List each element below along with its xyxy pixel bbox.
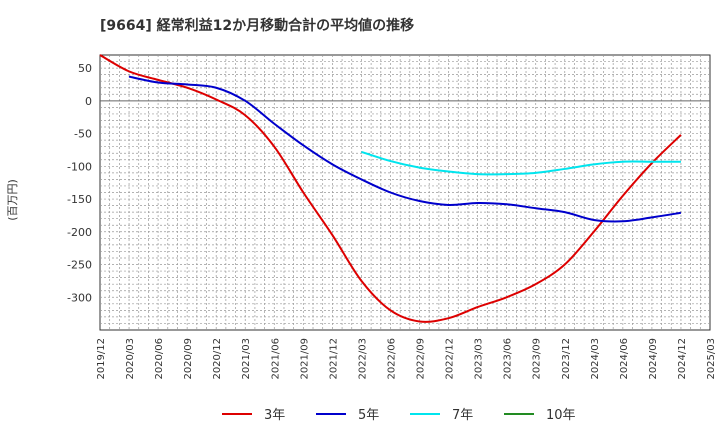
x-tick-label: 2024/09 xyxy=(648,338,659,380)
x-tick-label: 2022/12 xyxy=(445,338,456,380)
x-tick-label: 2021/03 xyxy=(241,338,252,380)
y-tick-label: -50 xyxy=(74,128,92,141)
legend-label: 3年 xyxy=(264,408,285,423)
y-tick-label: -300 xyxy=(67,291,92,304)
x-tick-label: 2023/09 xyxy=(532,338,543,380)
chart-title: [9664] 経常利益12か月移動合計の平均値の推移 xyxy=(100,17,414,34)
y-tick-label: -150 xyxy=(67,193,92,206)
y-axis-label: (百万円) xyxy=(6,179,19,221)
y-tick-label: -100 xyxy=(67,160,92,173)
x-tick-label: 2021/06 xyxy=(270,338,281,380)
x-tick-label: 2025/03 xyxy=(706,338,717,380)
y-tick-label: 50 xyxy=(78,62,92,75)
x-tick-label: 2022/09 xyxy=(416,338,427,380)
x-tick-label: 2022/06 xyxy=(386,338,397,380)
legend-label: 5年 xyxy=(358,408,379,423)
grid-lines xyxy=(100,55,710,330)
series-line-7年 xyxy=(361,150,681,176)
x-tick-label: 2020/09 xyxy=(183,338,194,380)
x-tick-label: 2021/12 xyxy=(328,338,339,380)
series-line-5年 xyxy=(128,75,682,223)
legend-label: 10年 xyxy=(546,408,576,423)
x-tick-label: 2024/03 xyxy=(590,338,601,380)
x-tick-label: 2023/12 xyxy=(561,338,572,380)
x-tick-label: 2021/09 xyxy=(299,338,310,380)
series-lines xyxy=(99,54,682,323)
x-tick-label: 2023/06 xyxy=(503,338,514,380)
x-tick-label: 2022/03 xyxy=(357,338,368,380)
y-tick-label: 0 xyxy=(85,95,92,108)
x-tick-label: 2023/03 xyxy=(474,338,485,380)
x-tick-label: 2024/12 xyxy=(677,338,688,380)
series-line-3年 xyxy=(99,54,682,323)
x-tick-label: 2019/12 xyxy=(96,338,107,380)
x-tick-label: 2020/03 xyxy=(125,338,136,380)
legend: 3年 5年 7年 10年 xyxy=(222,408,576,423)
x-tick-label: 2020/06 xyxy=(154,338,165,380)
y-tick-label: -200 xyxy=(67,226,92,239)
x-tick-label: 2020/12 xyxy=(212,338,223,380)
axes: 50 0 -50 -100 -150 -200 -250 -300 2019/12 2020/03… xyxy=(67,62,717,379)
x-tick-label: 2024/06 xyxy=(619,338,630,380)
legend-label: 7年 xyxy=(452,408,473,423)
y-tick-label: -250 xyxy=(67,259,92,272)
